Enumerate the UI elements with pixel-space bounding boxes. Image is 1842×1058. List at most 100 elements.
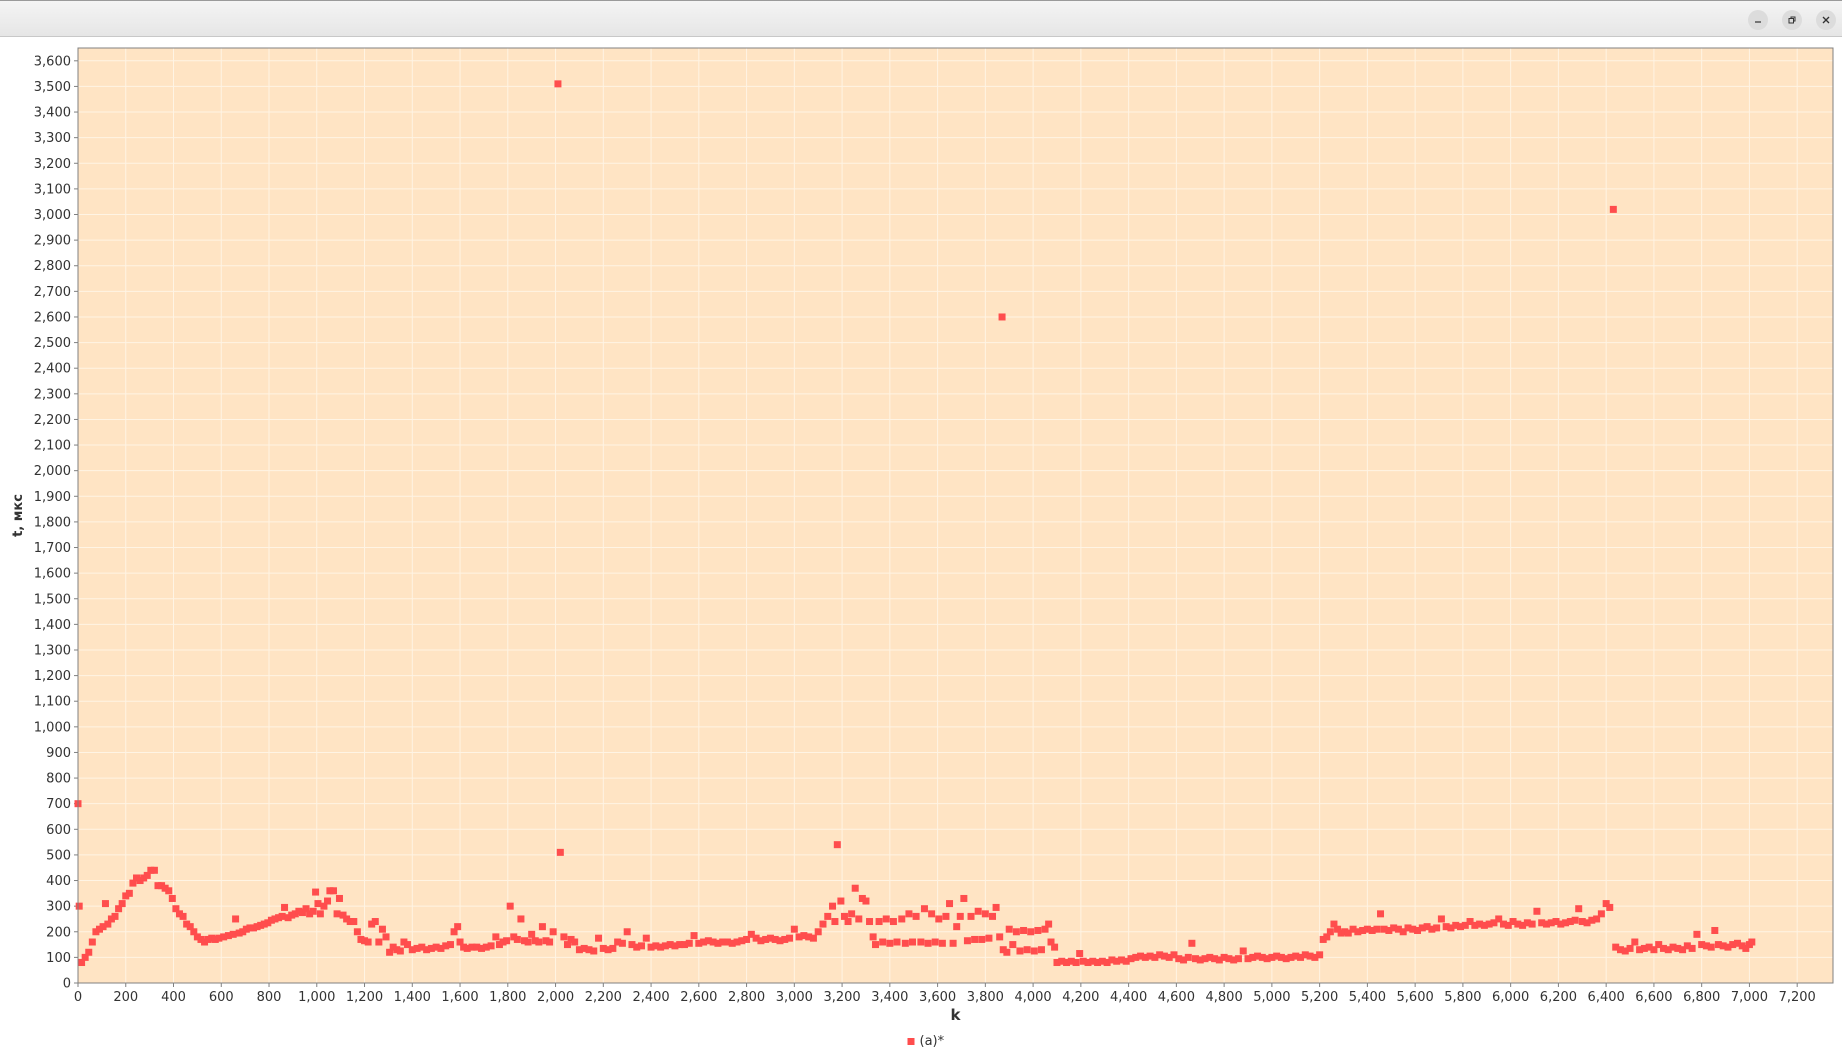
y-tick-label: 3,600 — [34, 54, 71, 69]
data-point — [1024, 946, 1031, 953]
data-point — [1373, 926, 1380, 933]
data-point — [993, 904, 1000, 911]
x-tick-label: 0 — [74, 990, 82, 1005]
data-point — [1693, 931, 1700, 938]
x-tick-label: 6,200 — [1540, 990, 1577, 1005]
data-point — [852, 885, 859, 892]
data-point — [397, 947, 404, 954]
data-point — [909, 939, 916, 946]
data-point — [1748, 939, 1755, 946]
data-point — [845, 918, 852, 925]
data-point — [528, 931, 535, 938]
x-tick-label: 6,400 — [1588, 990, 1625, 1005]
x-tick-label: 2,400 — [632, 990, 669, 1005]
data-point — [939, 940, 946, 947]
y-tick-label: 700 — [46, 797, 71, 812]
data-point — [968, 913, 975, 920]
restore-button[interactable] — [1782, 10, 1802, 30]
data-point — [953, 923, 960, 930]
minimize-button[interactable] — [1748, 10, 1768, 30]
x-axis: 0 200 400 600 800 1,000 1,200 1,400 1,600 1,800 2,… — [74, 983, 1816, 1005]
data-point — [1009, 941, 1016, 948]
data-point — [503, 937, 510, 944]
data-point — [1575, 905, 1582, 912]
data-point — [975, 908, 982, 915]
window-titlebar — [0, 0, 1842, 37]
y-tick-label: 2,500 — [34, 336, 71, 351]
y-tick-label: 100 — [46, 951, 71, 966]
y-tick-label: 400 — [46, 874, 71, 889]
x-tick-label: 3,200 — [823, 990, 860, 1005]
data-point — [886, 940, 893, 947]
data-point — [686, 940, 693, 947]
data-point — [996, 933, 1003, 940]
data-point — [1188, 940, 1195, 947]
data-point — [126, 890, 133, 897]
data-point — [314, 900, 321, 907]
x-tick-label: 400 — [161, 990, 186, 1005]
data-point — [905, 910, 912, 917]
x-tick-label: 3,000 — [776, 990, 813, 1005]
y-tick-label: 1,600 — [34, 567, 71, 582]
y-tick-label: 800 — [46, 772, 71, 787]
y-axis: 01002003004005006007008009001,0001,1001,… — [34, 54, 78, 991]
data-point — [913, 913, 920, 920]
data-point — [1076, 950, 1083, 957]
data-point — [879, 939, 886, 946]
data-point — [989, 913, 996, 920]
data-point — [514, 936, 521, 943]
data-point — [76, 903, 83, 910]
data-point — [902, 940, 909, 947]
data-point — [921, 905, 928, 912]
data-point — [365, 939, 372, 946]
data-point — [590, 947, 597, 954]
x-tick-label: 5,600 — [1397, 990, 1434, 1005]
data-point — [557, 849, 564, 856]
y-tick-label: 1,400 — [34, 618, 71, 633]
data-point — [1533, 908, 1540, 915]
y-tick-label: 1,500 — [34, 592, 71, 607]
data-point — [454, 923, 461, 930]
x-tick-label: 1,400 — [394, 990, 431, 1005]
data-point — [866, 918, 873, 925]
data-point — [829, 903, 836, 910]
data-point — [1038, 946, 1045, 953]
data-point — [330, 887, 337, 894]
data-point — [1073, 959, 1080, 966]
data-point — [1606, 904, 1613, 911]
y-tick-label: 1,300 — [34, 643, 71, 658]
x-tick-label: 4,000 — [1014, 990, 1051, 1005]
data-point — [151, 867, 158, 874]
data-point — [1045, 921, 1052, 928]
data-point — [488, 942, 495, 949]
x-tick-label: 2,600 — [680, 990, 717, 1005]
data-point — [638, 942, 645, 949]
data-point — [1003, 949, 1010, 956]
data-point — [1598, 910, 1605, 917]
y-tick-label: 1,800 — [34, 515, 71, 530]
data-point — [546, 939, 553, 946]
data-point — [112, 913, 119, 920]
x-tick-label: 4,400 — [1110, 990, 1147, 1005]
y-tick-label: 2,300 — [34, 387, 71, 402]
data-point — [1185, 954, 1192, 961]
data-point — [862, 898, 869, 905]
data-point — [595, 935, 602, 942]
x-tick-label: 200 — [113, 990, 138, 1005]
x-tick-label: 6,600 — [1635, 990, 1672, 1005]
data-point — [507, 903, 514, 910]
data-point — [1034, 927, 1041, 934]
close-icon — [1821, 15, 1831, 25]
minimize-icon — [1753, 15, 1763, 25]
data-point — [379, 926, 386, 933]
y-tick-label: 500 — [46, 848, 71, 863]
data-point — [1316, 951, 1323, 958]
data-point — [1006, 926, 1013, 933]
close-button[interactable] — [1816, 10, 1836, 30]
data-point — [624, 928, 631, 935]
data-point — [609, 945, 616, 952]
x-tick-label: 4,800 — [1206, 990, 1243, 1005]
data-point — [1708, 944, 1715, 951]
data-point — [643, 935, 650, 942]
data-point — [102, 900, 109, 907]
